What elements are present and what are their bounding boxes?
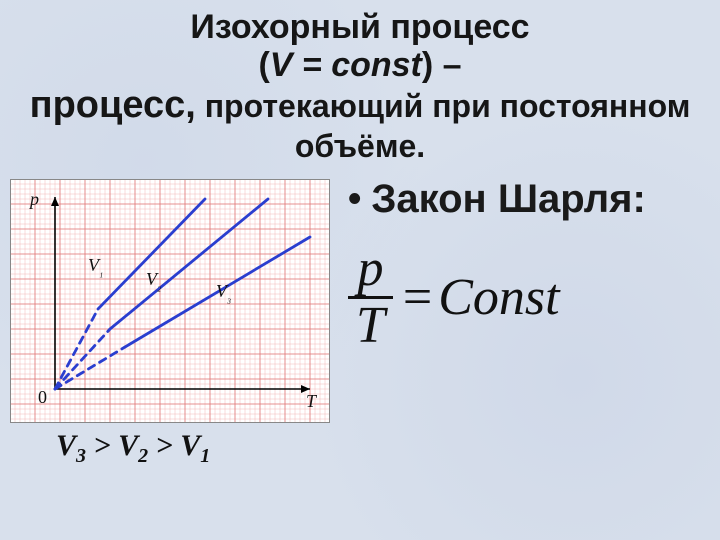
fraction-denominator: T	[348, 301, 393, 350]
const-text: Const	[438, 268, 559, 327]
title-line3a: процесс,	[30, 84, 196, 126]
title-line3b: протекающий при постоянном объёме.	[196, 88, 691, 164]
slide-title: Изохорный процесс (V = const) – процесс,…	[0, 0, 720, 169]
content-row: V₁V₂V₃pT0 • Закон Шарля: p T = Const	[0, 169, 720, 423]
chart-container: V₁V₂V₃pT0	[10, 173, 330, 423]
equals-sign: =	[403, 268, 432, 327]
title-line1: Изохорный процесс	[190, 8, 529, 46]
svg-text:0: 0	[38, 387, 47, 407]
volume-inequality: V3 > V2 > V1	[0, 429, 720, 468]
fraction: p T	[348, 244, 393, 350]
title-line2-close: ) –	[422, 46, 462, 84]
title-line2-open: (	[258, 46, 269, 84]
bullet-dot-icon: •	[348, 177, 361, 223]
bullet-law: • Закон Шарля:	[348, 177, 710, 223]
right-column: • Закон Шарля: p T = Const	[330, 173, 710, 350]
charles-law-formula: p T = Const	[348, 244, 710, 350]
fraction-numerator: p	[349, 244, 391, 293]
isochoric-chart: V₁V₂V₃pT0	[10, 179, 330, 423]
bullet-text: Закон Шарля:	[371, 177, 645, 221]
svg-text:p: p	[28, 189, 39, 209]
title-line2-formula: V = const	[270, 46, 422, 84]
